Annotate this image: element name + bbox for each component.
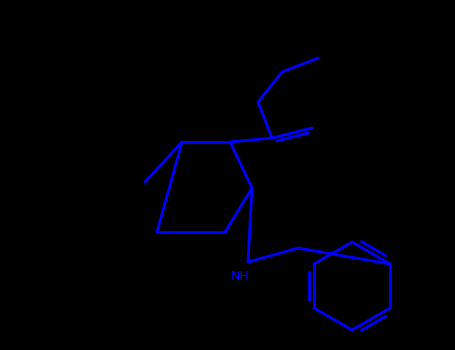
Text: NH: NH	[231, 270, 249, 282]
